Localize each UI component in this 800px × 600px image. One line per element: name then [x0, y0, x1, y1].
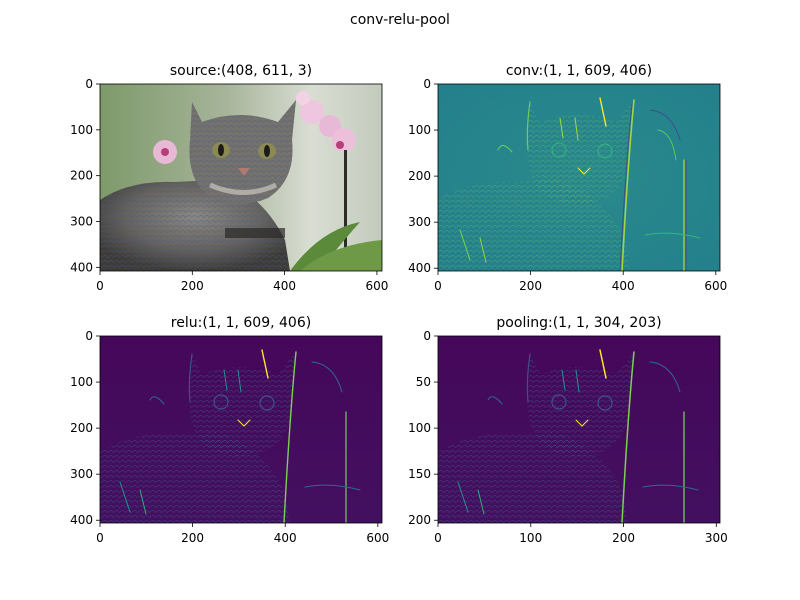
panel-conv-title: conv:(1, 1, 609, 406) — [506, 63, 652, 79]
pooling-ytick-label-4: 200 — [408, 513, 431, 527]
cat — [100, 100, 296, 271]
panel-relu: relu:(1, 1, 609, 406) — [70, 315, 389, 545]
panel-conv-frame — [437, 83, 721, 272]
relu-ytick-label-2: 200 — [70, 421, 93, 435]
orchid-flowers — [153, 91, 382, 271]
conv-ytick-label-1: 100 — [408, 123, 431, 137]
conv-xtick-label-3: 600 — [704, 279, 727, 293]
relu-ytick-label-3: 300 — [70, 467, 93, 481]
pooling-xtick-label-0: 0 — [434, 531, 442, 545]
conv-ytick-label-2: 200 — [408, 169, 431, 183]
relu-xtick-label-2: 400 — [274, 531, 297, 545]
source-image — [100, 84, 382, 271]
source-xtick-label-3: 600 — [365, 279, 388, 293]
pooling-ytick-label-0: 0 — [423, 329, 431, 343]
conv-heatmap — [438, 84, 720, 271]
conv-xtick-label-1: 200 — [519, 279, 542, 293]
pooling-xtick-label-3: 300 — [705, 531, 728, 545]
conv-ytick-label-0: 0 — [423, 77, 431, 91]
panel-source: source:(408, 611, 3) — [70, 63, 388, 293]
conv-xtick-label-0: 0 — [434, 279, 442, 293]
relu-ytick-label-1: 100 — [70, 375, 93, 389]
source-ytick-label-4: 400 — [70, 260, 93, 274]
pooling-heatmap — [438, 336, 720, 523]
relu-ytick-label-0: 0 — [85, 329, 93, 343]
conv-xtick-label-2: 400 — [612, 279, 635, 293]
panel-source-frame — [99, 83, 383, 272]
relu-ytick-label-4: 400 — [70, 513, 93, 527]
panel-relu-title: relu:(1, 1, 609, 406) — [171, 315, 311, 331]
conv-ytick-label-3: 300 — [408, 215, 431, 229]
pooling-xtick-label-1: 100 — [519, 531, 542, 545]
relu-xtick-label-3: 600 — [366, 531, 389, 545]
source-ytick-label-0: 0 — [85, 77, 93, 91]
pooling-xtick-label-2: 200 — [612, 531, 635, 545]
panel-pooling-title: pooling:(1, 1, 304, 203) — [496, 315, 661, 331]
source-ytick-label-2: 200 — [70, 169, 93, 183]
relu-xtick-label-0: 0 — [96, 531, 104, 545]
source-xtick-label-0: 0 — [96, 279, 104, 293]
relu-heatmap — [100, 336, 382, 523]
conv-ytick-label-4: 400 — [408, 261, 431, 275]
source-ytick-label-1: 100 — [70, 123, 93, 137]
pooling-ytick-label-1: 50 — [416, 375, 431, 389]
panel-source-title: source:(408, 611, 3) — [170, 63, 312, 79]
source-xtick-label-2: 400 — [273, 279, 296, 293]
pooling-ytick-label-3: 150 — [408, 467, 431, 481]
panel-pooling-frame — [437, 335, 721, 524]
source-ytick-label-3: 300 — [70, 215, 93, 229]
pooling-ytick-label-2: 100 — [408, 421, 431, 435]
panel-relu-frame — [99, 335, 383, 524]
panel-conv: conv:(1, 1, 609, 406) — [408, 63, 727, 293]
panel-pooling: pooling:(1, 1, 304, 203) — [408, 315, 728, 545]
relu-xtick-label-1: 200 — [181, 531, 204, 545]
figure-suptitle: conv-relu-pool — [350, 12, 450, 28]
source-xtick-label-1: 200 — [181, 279, 204, 293]
